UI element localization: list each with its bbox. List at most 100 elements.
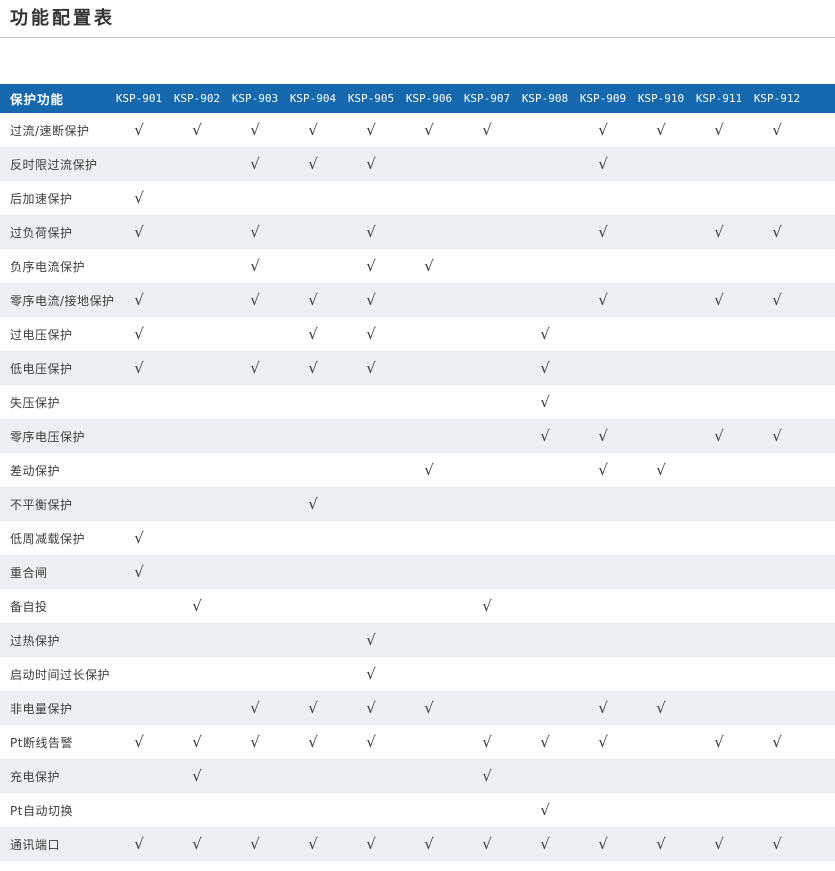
empty-cell [168,657,226,691]
check-mark: √ [540,801,550,819]
row-label: 过负荷保护 [10,225,73,240]
empty-cell [284,215,342,249]
empty-cell [168,249,226,283]
empty-cell [632,555,690,589]
check-mark: √ [598,223,608,241]
empty-cell [284,657,342,691]
check-mark: √ [714,223,724,241]
row-spacer [806,487,835,521]
row-spacer [806,555,835,589]
column-header-ksp-906: KSP-906 [400,84,458,113]
check-mark: √ [540,359,550,377]
column-header-ksp-902: KSP-902 [168,84,226,113]
empty-cell [168,793,226,827]
empty-cell [574,623,632,657]
empty-cell [516,283,574,317]
empty-cell [632,283,690,317]
empty-cell [458,283,516,317]
row-label: 启动时间过长保护 [10,667,111,682]
row-spacer [806,385,835,419]
empty-cell [748,385,806,419]
row-label: 零序电流/接地保护 [10,293,115,308]
check-mark: √ [250,359,260,377]
check-mark: √ [482,767,492,785]
empty-cell [400,147,458,181]
empty-cell [690,657,748,691]
empty-cell [458,419,516,453]
empty-cell [458,793,516,827]
empty-cell [632,487,690,521]
check-mark: √ [192,597,202,615]
check-mark: √ [250,257,260,275]
empty-cell [574,793,632,827]
table-row: 失压保护 √ [0,385,835,419]
column-header-ksp-910: KSP-910 [632,84,690,113]
row-spacer [806,759,835,793]
check-mark: √ [772,223,782,241]
row-spacer [806,215,835,249]
check-mark: √ [366,359,376,377]
empty-cell [632,385,690,419]
function-config-table: 保护功能 KSP-901 KSP-902 KSP-903 KSP-904 KSP-905… [0,84,835,861]
check-mark: √ [308,835,318,853]
column-header-ksp-911: KSP-911 [690,84,748,113]
empty-cell [458,351,516,385]
row-spacer [806,793,835,827]
check-mark: √ [250,733,260,751]
table-row: 负序电流保护 √ √ √ [0,249,835,283]
empty-cell [168,691,226,725]
empty-cell [748,589,806,623]
empty-cell [168,283,226,317]
empty-cell [748,657,806,691]
empty-cell [574,521,632,555]
empty-cell [516,487,574,521]
empty-cell [110,793,168,827]
row-label: 过热保护 [10,633,61,648]
empty-cell [516,113,574,147]
table-row: 过热保护 √ [0,623,835,657]
empty-cell [284,793,342,827]
empty-cell [400,317,458,351]
empty-cell [632,725,690,759]
empty-cell [632,419,690,453]
empty-cell [516,215,574,249]
empty-cell [284,249,342,283]
check-mark: √ [598,733,608,751]
empty-cell [632,317,690,351]
empty-cell [284,759,342,793]
check-mark: √ [714,291,724,309]
empty-cell [110,147,168,181]
empty-cell [458,487,516,521]
empty-cell [342,453,400,487]
column-header-ksp-903: KSP-903 [226,84,284,113]
empty-cell [748,487,806,521]
column-header-ksp-909: KSP-909 [574,84,632,113]
empty-cell [284,385,342,419]
check-mark: √ [308,325,318,343]
empty-cell [226,181,284,215]
row-label: 失压保护 [10,395,61,410]
empty-cell [342,759,400,793]
check-mark: √ [598,427,608,445]
check-mark: √ [308,121,318,139]
empty-cell [458,317,516,351]
empty-cell [110,759,168,793]
check-mark: √ [424,121,434,139]
table-row: Pt自动切换 √ [0,793,835,827]
empty-cell [632,589,690,623]
empty-cell [516,691,574,725]
check-mark: √ [366,223,376,241]
empty-cell [342,419,400,453]
row-label: 非电量保护 [10,701,73,716]
check-mark: √ [482,733,492,751]
check-mark: √ [134,359,144,377]
check-mark: √ [772,427,782,445]
table-row: 差动保护 √ √ √ [0,453,835,487]
empty-cell [690,317,748,351]
empty-cell [690,759,748,793]
check-mark: √ [772,733,782,751]
row-spacer [806,249,835,283]
table-row: Pt断线告警 √ √ √ √ √ √ √ √ √ √ [0,725,835,759]
row-label: 充电保护 [10,769,61,784]
empty-cell [574,589,632,623]
